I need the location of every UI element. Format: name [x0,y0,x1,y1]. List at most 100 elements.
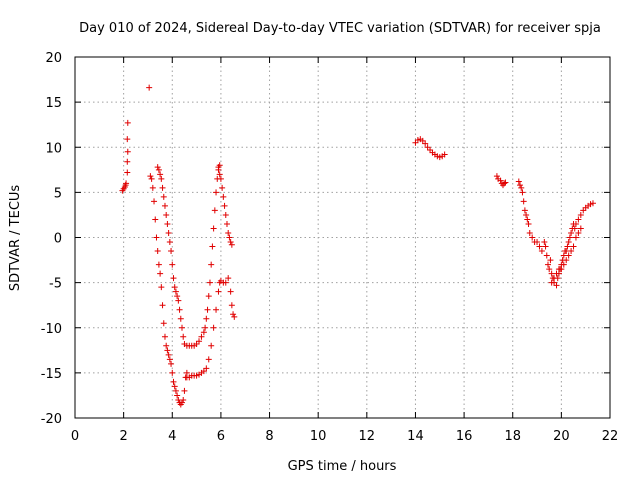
data-point [544,261,551,268]
data-point [225,229,232,236]
data-point [123,180,130,187]
data-point [529,234,536,241]
data-point [176,306,183,313]
data-point [160,320,167,327]
data-point [211,207,218,214]
data-point [124,148,131,155]
series-seg8 [548,225,584,286]
data-point [589,200,596,207]
data-point [577,225,584,232]
data-point [223,220,230,227]
series-seg1 [119,84,153,194]
x-tick-label: 18 [504,429,521,444]
data-point [228,302,235,309]
data-point [166,356,173,363]
data-point [154,248,161,255]
data-point [198,333,205,340]
data-point [168,360,175,367]
data-point [521,207,528,214]
data-point [159,302,166,309]
data-point [225,275,232,282]
data-point [210,324,217,331]
data-point [169,261,176,268]
data-point [160,193,167,200]
data-point [219,184,226,191]
data-point [221,202,228,209]
data-point [165,229,172,236]
data-point [230,311,237,318]
data-point [497,177,504,184]
y-tick-label: 10 [45,141,62,156]
data-point [210,225,217,232]
data-point [205,356,212,363]
data-point [577,211,584,218]
data-point [551,275,558,282]
data-point [502,179,509,186]
data-point [165,351,172,358]
x-tick-label: 8 [265,429,273,444]
y-tick-label: -20 [41,412,62,427]
data-point [520,198,527,205]
x-tick-label: 0 [71,429,79,444]
series-seg6 [412,136,448,161]
x-tick-label: 10 [310,429,327,444]
data-point [553,282,560,289]
data-point [152,216,159,223]
x-tick-label: 4 [168,429,176,444]
data-point [568,248,575,255]
data-point [200,329,207,336]
data-point [170,275,177,282]
data-point [560,261,567,268]
data-point [228,241,235,248]
data-point [213,189,220,196]
y-tick-label: -15 [41,367,62,382]
data-point [563,257,570,264]
data-point [157,270,164,277]
data-point [179,399,185,406]
data-point [515,178,522,185]
data-point [534,239,541,246]
data-point [146,84,153,91]
y-tick-label: 5 [54,186,62,201]
y-tick-label: -5 [49,277,62,292]
data-point [202,324,209,331]
data-point [204,306,211,313]
data-point [227,239,234,246]
data-point [571,225,578,232]
y-tick-label: 15 [45,96,62,111]
data-point [174,293,181,300]
data-point [493,173,500,180]
data-point [523,211,530,218]
data-point [564,243,571,250]
data-point [181,387,188,394]
data-point [153,234,160,241]
data-point [155,261,162,268]
data-point [565,239,572,246]
data-point [231,313,238,320]
data-point [222,211,229,218]
data-point [174,392,181,399]
data-point [215,288,222,295]
data-point [124,119,131,126]
data-point [154,164,161,171]
x-tick-label: 6 [217,429,225,444]
series-seg5 [215,164,235,248]
data-point [151,198,158,205]
data-point [565,252,572,259]
grid [75,57,610,418]
data-point [203,315,210,322]
data-point [166,239,173,246]
data-point [543,252,550,259]
data-point [168,248,175,255]
y-tick-label: 20 [45,51,62,66]
x-tick-label: 14 [407,429,424,444]
chart-title: Day 010 of 2024, Sidereal Day-to-day VTE… [79,21,601,36]
tick-labels: 0 2 4 6 8 10 12 14 16 18 20 22 -20 -15 -10 -5 0 5 10 15 20 [41,51,619,444]
y-tick-label: -10 [41,322,62,337]
data-point [206,279,213,286]
y-tick-label: 0 [54,232,62,247]
data-point [169,369,176,376]
data-point [517,182,524,189]
data-point [164,220,171,227]
